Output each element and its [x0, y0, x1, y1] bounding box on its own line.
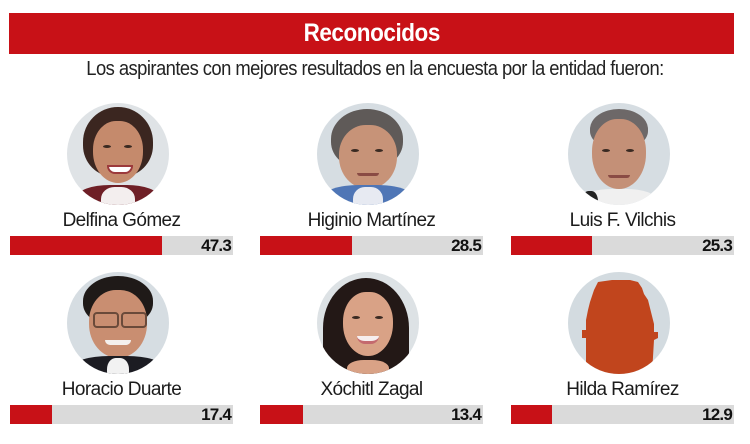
candidate-name: Luis F. Vilchis [569, 210, 676, 231]
result-bar-fill [260, 405, 303, 424]
chart-subtitle: Los aspirantes con mejores resultados en… [86, 58, 664, 80]
candidate-name: Higinio Martínez [307, 210, 436, 231]
result-value: 17.4 [201, 405, 232, 424]
candidate-name: Xóchitl Zagal [320, 379, 423, 400]
result-bar-fill [10, 236, 162, 255]
result-value: 12.9 [702, 405, 733, 424]
result-bar-fill [511, 405, 552, 424]
silhouette-placeholder-icon [568, 272, 670, 374]
chart-title: Reconocidos [303, 19, 440, 47]
candidate-card: Delfina Gómez 47.3 [10, 103, 233, 273]
result-value: 28.5 [451, 236, 482, 255]
candidate-card: Hilda Ramírez 12.9 [511, 272, 734, 442]
portrait-man-short-gray-hair-icon [568, 103, 670, 205]
candidate-name: Delfina Gómez [62, 210, 181, 231]
result-bar: 17.4 [10, 405, 233, 424]
portrait-woman-short-dark-hair-icon [67, 103, 169, 205]
result-bar-fill [260, 236, 352, 255]
result-bar-fill [511, 236, 592, 255]
result-bar: 12.9 [511, 405, 734, 424]
result-value: 47.3 [201, 236, 232, 255]
result-value: 13.4 [451, 405, 482, 424]
candidate-card: Luis F. Vilchis 25.3 [511, 103, 734, 273]
portrait-woman-long-dark-hair-icon [317, 272, 419, 374]
result-value: 25.3 [702, 236, 733, 255]
result-bar: 25.3 [511, 236, 734, 255]
portrait-older-man-gray-hair-icon [317, 103, 419, 205]
portrait-man-glasses-icon [67, 272, 169, 374]
result-bar: 47.3 [10, 236, 233, 255]
candidate-name: Hilda Ramírez [566, 379, 679, 400]
candidate-card: Xóchitl Zagal 13.4 [260, 272, 483, 442]
glasses-icon [93, 312, 119, 328]
result-bar: 28.5 [260, 236, 483, 255]
candidate-card: Higinio Martínez 28.5 [260, 103, 483, 273]
result-bar: 13.4 [260, 405, 483, 424]
result-bar-fill [10, 405, 52, 424]
candidate-card: Horacio Duarte 17.4 [10, 272, 233, 442]
title-banner: Reconocidos [9, 13, 734, 54]
candidate-name: Horacio Duarte [61, 379, 182, 400]
